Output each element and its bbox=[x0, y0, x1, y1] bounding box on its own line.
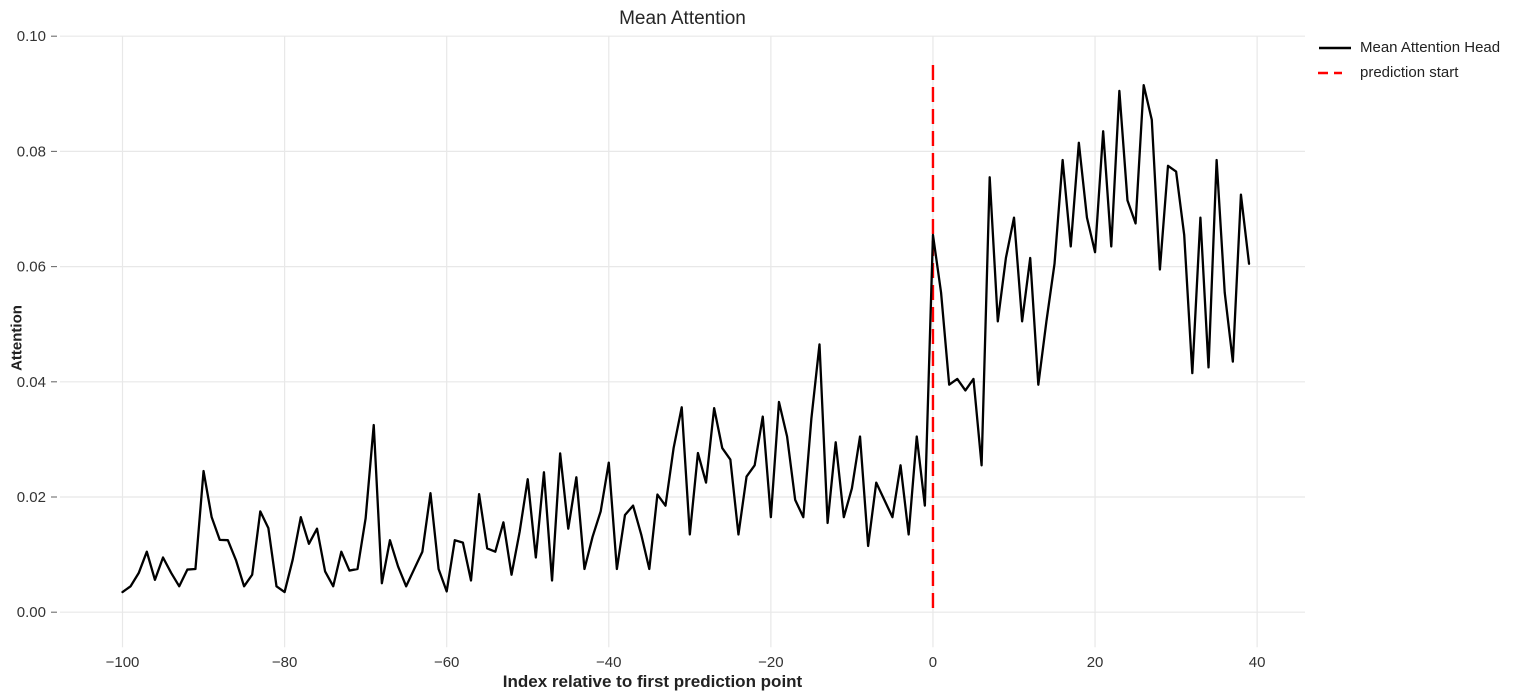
svg-text:−80: −80 bbox=[272, 654, 297, 671]
svg-text:−100: −100 bbox=[106, 654, 140, 671]
svg-text:20: 20 bbox=[1087, 654, 1104, 671]
svg-text:0.10: 0.10 bbox=[17, 28, 46, 45]
svg-text:0.08: 0.08 bbox=[17, 143, 46, 160]
svg-text:−40: −40 bbox=[596, 654, 621, 671]
svg-text:0.00: 0.00 bbox=[17, 604, 46, 621]
svg-text:0: 0 bbox=[929, 654, 937, 671]
svg-text:0.04: 0.04 bbox=[17, 374, 46, 391]
svg-text:−20: −20 bbox=[758, 654, 783, 671]
svg-text:40: 40 bbox=[1249, 654, 1266, 671]
svg-text:−60: −60 bbox=[434, 654, 459, 671]
svg-text:0.02: 0.02 bbox=[17, 489, 46, 506]
svg-text:0.06: 0.06 bbox=[17, 259, 46, 276]
